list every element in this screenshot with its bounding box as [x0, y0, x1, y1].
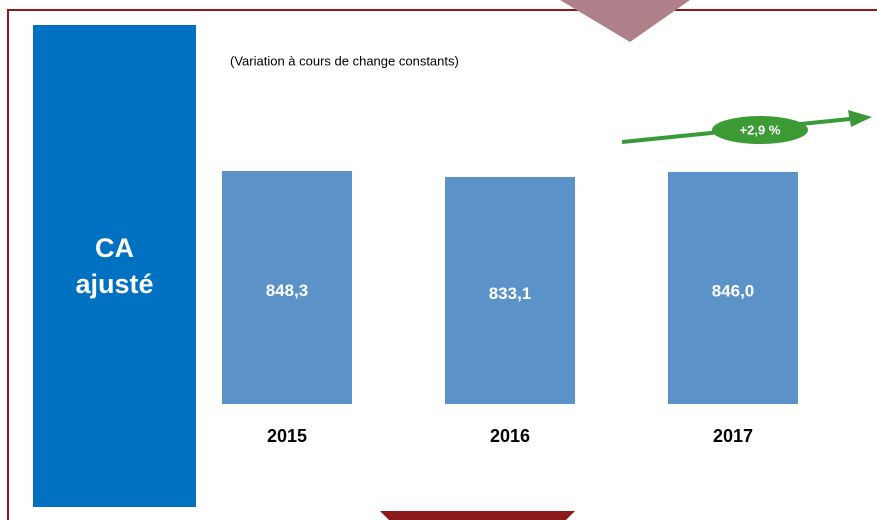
subtitle: (Variation à cours de change constants) [230, 53, 459, 68]
value-label: 848,3 [266, 281, 309, 300]
arrow-head [848, 110, 872, 127]
side-title: CA ajusté [75, 233, 154, 299]
x-tick-label: 2016 [490, 426, 530, 446]
frame [7, 9, 877, 520]
bar [668, 171, 798, 404]
x-tick-label: 2017 [713, 426, 753, 446]
side-panel: CA ajusté [33, 25, 196, 507]
annotation: +2,9 % [740, 122, 781, 137]
value-label: 833,1 [489, 284, 532, 303]
decor-tab [380, 511, 575, 520]
value-label: 846,0 [712, 281, 755, 300]
bar [445, 177, 575, 404]
x-tick-label: 2015 [267, 426, 307, 446]
decor-triangle [560, 0, 690, 42]
bar [222, 171, 352, 404]
annotation-badge [712, 116, 808, 144]
